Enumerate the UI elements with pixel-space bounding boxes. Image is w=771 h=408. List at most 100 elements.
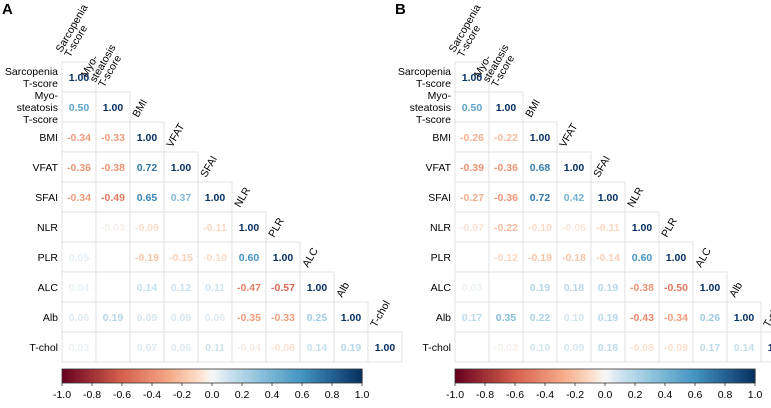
colorbar-segment <box>638 369 642 383</box>
colorbar-segment <box>572 369 576 383</box>
colorbar-segment <box>206 369 210 383</box>
heatmap-panel-a: A 1.00 0.50 1.00 -0.34 -0.33 1.00 -0.36 -0.38 0.7… <box>2 1 403 401</box>
colorbar-tick-label: -0.4 <box>536 389 554 401</box>
colorbar-tick-label: -0.8 <box>476 389 494 401</box>
colorbar-segment <box>455 369 459 383</box>
heatmap-cell <box>265 301 301 333</box>
colorbar-segment <box>305 369 309 383</box>
cell-value: -0.19 <box>135 252 159 264</box>
colorbar-segment <box>629 369 633 383</box>
row-label: ALC <box>431 282 452 294</box>
cell-value: 0.09 <box>564 342 585 354</box>
colorbar-segment <box>464 369 468 383</box>
colorbar-segment <box>518 369 522 383</box>
cell-value: 1.00 <box>307 282 328 294</box>
heatmap-cell <box>624 331 660 363</box>
colorbar-segment <box>641 369 645 383</box>
colorbar-segment <box>74 369 78 383</box>
cell-value: 0.65 <box>137 192 158 204</box>
colorbar-segment <box>302 369 306 383</box>
heatmap-cell <box>454 241 490 273</box>
heatmap-cell <box>454 151 490 183</box>
heatmap-cell <box>692 301 728 333</box>
cell-value: -0.12 <box>494 252 518 264</box>
cell-value: 0.17 <box>700 342 721 354</box>
cell-value: -0.50 <box>664 282 688 294</box>
colorbar-segment <box>191 369 195 383</box>
colorbar-segment <box>581 369 585 383</box>
colorbar-segment <box>530 369 534 383</box>
colorbar-segment <box>338 369 342 383</box>
cell-value: 1.00 <box>103 102 124 114</box>
cell-value: 0.37 <box>171 192 192 204</box>
colorbar-segment <box>95 369 99 383</box>
cell-value: 0.06 <box>171 342 192 354</box>
cell-value: -0.15 <box>169 252 193 264</box>
cell-value: -0.34 <box>67 192 91 204</box>
colorbar-segment <box>569 369 573 383</box>
cell-value: 0.72 <box>530 192 551 204</box>
cell-value: -0.19 <box>528 252 552 264</box>
colorbar-segment <box>212 369 216 383</box>
row-label: PLR <box>38 252 59 264</box>
cell-value: 0.25 <box>307 312 328 324</box>
colorbar-segment <box>500 369 504 383</box>
heatmap-cell <box>231 331 267 363</box>
heatmap-cell <box>556 301 592 333</box>
colorbar: -1.0 -0.8 -0.6 -0.4 -0.2 0.0 0.2 0.4 0.6 0.8 1.0 <box>446 368 762 401</box>
colorbar-segment <box>647 369 651 383</box>
colorbar-segment <box>158 369 162 383</box>
heatmap-cell <box>488 121 524 153</box>
cell-value: -0.11 <box>596 222 620 234</box>
heatmap-cell <box>726 331 762 363</box>
cell-value: -0.38 <box>630 282 654 294</box>
colorbar-segment <box>215 369 219 383</box>
colorbar-tick-label: -0.4 <box>143 389 161 401</box>
colorbar-segment <box>314 369 318 383</box>
heatmap-cell <box>454 331 490 363</box>
column-label: SFAI <box>591 154 613 180</box>
cell-value: -0.36 <box>67 162 91 174</box>
cell-value: -0.03 <box>494 342 518 354</box>
colorbar-segment <box>752 369 756 383</box>
colorbar-segment <box>68 369 72 383</box>
heatmap-cell <box>624 241 660 273</box>
heatmap-cell <box>658 271 694 303</box>
cell-value: 1.00 <box>632 222 653 234</box>
colorbar-segment <box>257 369 261 383</box>
cell-value: -0.57 <box>271 282 295 294</box>
colorbar-segment <box>272 369 276 383</box>
colorbar-segment <box>329 369 333 383</box>
cell-value: -0.22 <box>494 132 518 144</box>
colorbar-segment <box>149 369 153 383</box>
row-label: Sarcopenia T-score <box>398 66 451 90</box>
column-label: ALC <box>693 245 714 269</box>
cell-value: 1.00 <box>239 222 260 234</box>
colorbar-segment <box>359 369 363 383</box>
row-label: BMI <box>432 132 451 144</box>
colorbar-tick-label: 0.2 <box>235 389 250 401</box>
heatmap-cell <box>129 331 165 363</box>
colorbar-segment <box>503 369 507 383</box>
column-label: SFAI <box>198 154 220 180</box>
colorbar-segment <box>308 369 312 383</box>
colorbar-segment <box>476 369 480 383</box>
colorbar-segment <box>317 369 321 383</box>
colorbar-segment <box>656 369 660 383</box>
cell-value: -0.09 <box>135 222 159 234</box>
colorbar-segment <box>263 369 267 383</box>
colorbar-segment <box>524 369 528 383</box>
heatmap-cell <box>95 331 131 363</box>
colorbar-segment <box>245 369 249 383</box>
cell-value: 1.00 <box>598 192 619 204</box>
column-label: BMI <box>523 97 543 119</box>
colorbar-segment <box>542 369 546 383</box>
colorbar-segment <box>650 369 654 383</box>
colorbar-segment <box>155 369 159 383</box>
colorbar-segment <box>65 369 69 383</box>
heatmap-cell <box>556 271 592 303</box>
heatmap-cell <box>556 151 592 183</box>
cell-value: 0.18 <box>564 282 585 294</box>
colorbar-segment <box>71 369 75 383</box>
colorbar-segment <box>590 369 594 383</box>
